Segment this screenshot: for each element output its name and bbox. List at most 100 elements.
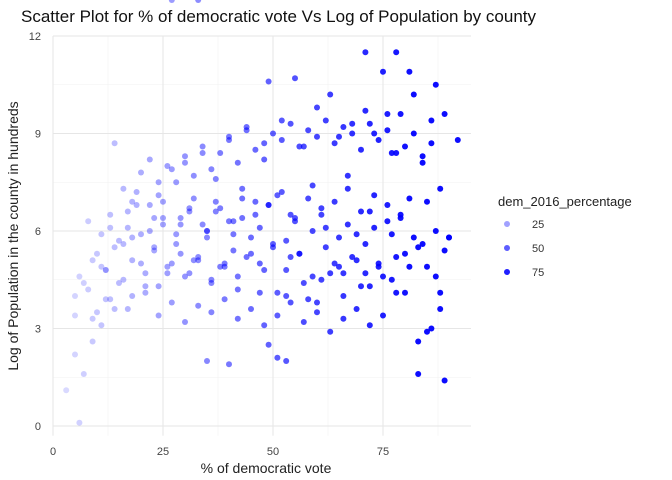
data-point (402, 289, 408, 296)
data-point (208, 309, 215, 316)
data-point (384, 127, 391, 134)
data-points (63, 0, 461, 426)
data-point (164, 263, 171, 270)
data-point (217, 150, 224, 156)
data-point (371, 192, 378, 199)
legend-title: dem_2016_percentage (498, 194, 632, 209)
y-tick-label: 6 (35, 226, 41, 238)
data-point (160, 221, 166, 228)
data-point (287, 120, 294, 127)
data-point (375, 137, 382, 143)
data-point (384, 111, 391, 117)
data-point (397, 111, 404, 117)
data-point (287, 211, 294, 218)
data-point (195, 302, 202, 309)
data-point (102, 296, 109, 303)
data-point (182, 153, 188, 160)
minor-gridlines (53, 36, 471, 436)
data-point (340, 315, 347, 322)
data-point (239, 195, 246, 202)
data-point (94, 309, 100, 316)
data-point (327, 91, 334, 98)
data-point (72, 312, 78, 319)
data-point (85, 286, 92, 293)
data-point (331, 260, 338, 267)
data-point (410, 234, 417, 241)
data-point (234, 273, 241, 280)
data-point (204, 228, 210, 234)
data-point (358, 283, 364, 290)
data-point (199, 150, 206, 156)
data-point (111, 140, 118, 147)
data-point (336, 133, 342, 140)
data-point (278, 117, 285, 124)
data-point (265, 202, 272, 208)
data-point (190, 195, 197, 202)
legend-key (504, 269, 510, 275)
data-point (292, 75, 298, 82)
data-point (397, 211, 404, 218)
data-point (415, 244, 422, 251)
legend-key (504, 221, 510, 227)
data-point (441, 111, 448, 117)
legend-label: 50 (532, 243, 544, 255)
data-point (243, 124, 250, 130)
data-point (393, 150, 400, 156)
data-point (428, 325, 435, 332)
data-point (120, 185, 127, 192)
data-point (344, 221, 351, 228)
data-point (410, 91, 417, 98)
x-tick-label: 75 (377, 446, 389, 458)
data-point (309, 228, 316, 234)
data-point (283, 267, 290, 273)
data-point (221, 263, 228, 270)
data-point (366, 283, 373, 290)
data-point (252, 198, 259, 205)
data-point (252, 211, 259, 218)
data-point (305, 195, 312, 202)
data-point (212, 198, 219, 205)
data-point (424, 198, 430, 205)
data-point (102, 267, 109, 273)
data-point (230, 247, 237, 254)
data-point (261, 156, 268, 163)
data-point (177, 215, 184, 221)
data-point (410, 130, 417, 137)
data-point (314, 309, 320, 316)
data-point (393, 49, 400, 56)
data-point (243, 254, 250, 260)
data-point (322, 244, 329, 251)
data-point (168, 299, 175, 306)
data-point (230, 218, 237, 225)
data-point (437, 306, 444, 312)
data-point (182, 319, 188, 325)
data-point (362, 107, 369, 114)
data-point (116, 237, 122, 244)
data-point (380, 312, 386, 319)
legend-label: 75 (532, 267, 544, 279)
data-point (358, 146, 364, 153)
data-point (155, 283, 162, 290)
data-point (362, 270, 369, 277)
data-point (221, 296, 228, 303)
data-point (349, 130, 356, 137)
data-point (208, 276, 215, 283)
data-point (190, 172, 197, 179)
data-point (261, 140, 268, 147)
data-point (182, 159, 188, 166)
data-point (217, 263, 224, 270)
data-point (212, 208, 219, 215)
data-point (252, 146, 259, 153)
data-point (406, 195, 413, 202)
data-point (309, 273, 316, 280)
data-point (111, 244, 118, 251)
data-point (80, 371, 87, 377)
x-axis-ticks: 0 25 50 75 (50, 446, 389, 458)
data-point (164, 163, 171, 169)
data-point (344, 185, 351, 192)
y-tick-label: 0 (35, 421, 41, 433)
data-point (388, 150, 395, 156)
data-point (384, 202, 391, 208)
data-point (371, 130, 378, 137)
data-point (173, 241, 180, 247)
